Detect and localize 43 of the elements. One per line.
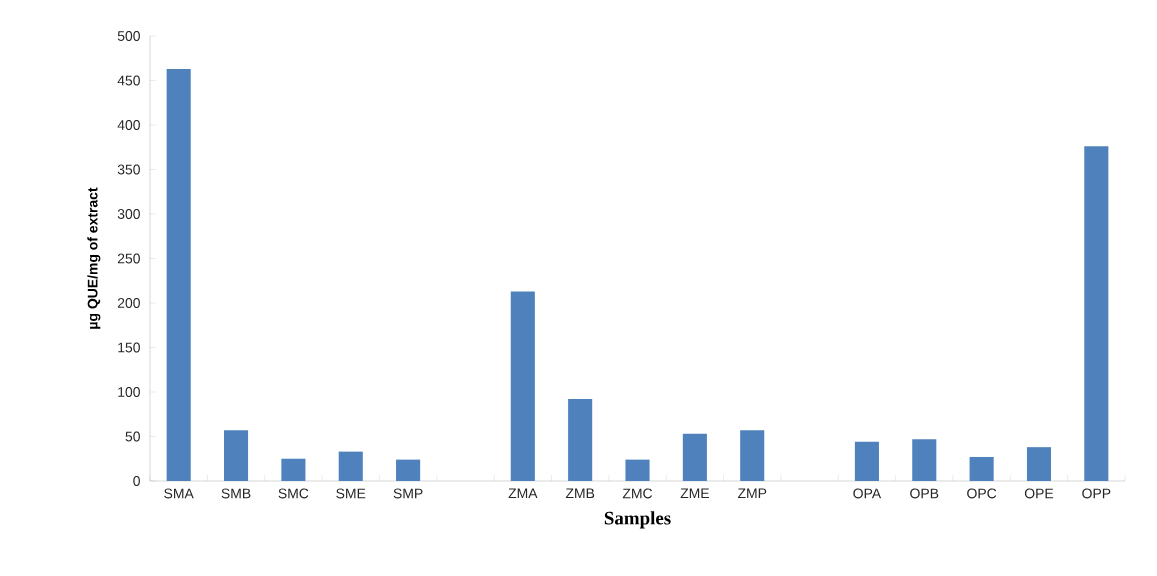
- y-tick-label: 500: [117, 31, 140, 41]
- x-tick-label: ZMB: [565, 488, 595, 499]
- y-tick-label: 0: [133, 476, 140, 486]
- x-tick-label: SMB: [221, 488, 251, 499]
- bar: [166, 68, 191, 481]
- x-tick-label: SMA: [164, 488, 194, 499]
- y-tick-label: 200: [117, 298, 140, 308]
- x-axis-title: Samples: [604, 511, 671, 529]
- bar: [969, 456, 994, 481]
- y-tick-label: 400: [117, 120, 140, 130]
- x-tick-label: SMC: [278, 488, 309, 499]
- y-tick-label: 50: [125, 431, 140, 442]
- x-tick-label: OPE: [1024, 488, 1054, 499]
- bar: [510, 291, 535, 481]
- x-tick-label: SMP: [393, 488, 423, 499]
- x-tick-label: ZME: [680, 488, 709, 499]
- bar: [740, 430, 765, 481]
- x-tick-label: SME: [336, 488, 366, 499]
- bar: [396, 459, 421, 481]
- y-tick-label: 450: [117, 75, 140, 86]
- y-tick-label: 150: [118, 342, 140, 353]
- bar: [682, 433, 707, 481]
- bar: [568, 399, 593, 481]
- x-tick-label: ZMA: [508, 488, 538, 499]
- y-tick-label: 300: [117, 209, 140, 219]
- bar: [1026, 447, 1052, 481]
- x-tick-label: ZMP: [737, 488, 767, 499]
- y-tick-label: 250: [117, 253, 140, 264]
- y-tick-label: 350: [117, 164, 140, 175]
- bar: [625, 459, 650, 481]
- x-tick-label: OPC: [967, 488, 997, 499]
- bar: [224, 430, 249, 481]
- x-tick-label: OPA: [853, 488, 882, 499]
- bar: [854, 441, 879, 481]
- bar: [281, 458, 306, 481]
- y-axis-title: µg QUE/mg of extract: [87, 187, 101, 329]
- x-tick-label: OPP: [1082, 488, 1111, 499]
- bar: [912, 439, 937, 481]
- x-tick-label: OPB: [910, 488, 939, 499]
- x-tick-label: ZMC: [622, 488, 653, 499]
- bar: [1084, 146, 1109, 481]
- bar: [338, 451, 363, 481]
- y-tick-label: 100: [118, 387, 140, 397]
